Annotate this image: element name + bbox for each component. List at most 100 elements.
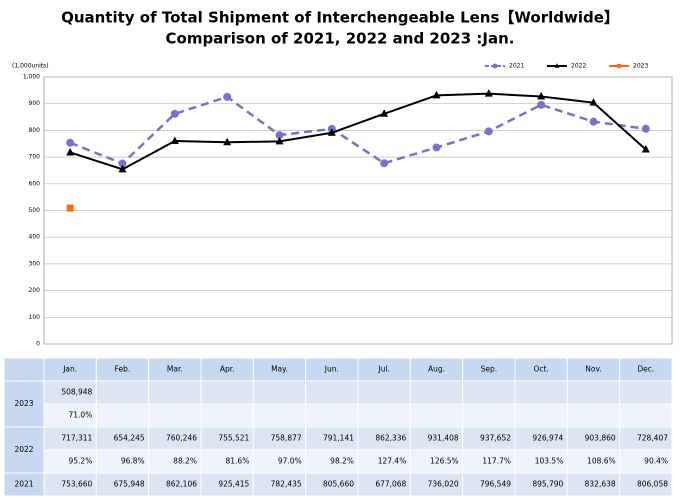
table-cell	[357, 380, 411, 405]
data-point	[327, 128, 336, 136]
legend-label: 2021	[509, 63, 524, 70]
cell-value: 108.6%	[587, 457, 616, 466]
table-cell	[252, 403, 307, 428]
y-tick-label: 200	[29, 287, 41, 294]
header-label: Nov.	[585, 365, 601, 374]
cell-value: 758,877	[271, 434, 302, 443]
year-label: 2022	[14, 445, 33, 454]
data-point	[641, 124, 650, 133]
legend-marker	[492, 63, 498, 69]
cell-value: 832,638	[585, 480, 616, 489]
data-point	[484, 89, 493, 97]
cell-value: 95.2%	[69, 457, 93, 466]
series-line	[69, 92, 647, 171]
y-tick-label: 900	[29, 100, 41, 107]
cell-value: 675,948	[114, 480, 145, 489]
table-cell	[462, 403, 516, 428]
series-line	[69, 95, 647, 165]
data-point	[589, 117, 598, 126]
header-label: Dec.	[637, 365, 654, 374]
legend-marker	[554, 63, 560, 68]
cell-value: 88.2%	[173, 457, 197, 466]
header-label: Jan.	[62, 365, 77, 374]
chart-title: Quantity of Total Shipment of Intercheng…	[61, 9, 619, 27]
data-point	[170, 109, 179, 118]
cell-value: 81.6%	[226, 457, 250, 466]
data-point	[432, 90, 441, 99]
table-cell	[514, 380, 568, 405]
cell-value: 90.4%	[644, 457, 668, 466]
y-tick-label: 500	[29, 207, 41, 214]
y-tick-label: 100	[29, 314, 41, 321]
cell-value: 931,408	[428, 434, 459, 443]
data-point	[275, 136, 284, 145]
chart-subtitle: Comparison of 2021, 2022 and 2023 :Jan.	[166, 30, 515, 48]
y-tick-label: 300	[29, 260, 41, 267]
cell-value: 728,407	[637, 434, 668, 443]
data-point	[66, 138, 75, 147]
cell-value: 717,311	[61, 434, 92, 443]
year-label: 2021	[14, 480, 33, 489]
table-cell	[409, 380, 464, 405]
cell-value: 736,020	[428, 480, 459, 489]
header-label: Apr.	[220, 365, 235, 374]
legend-label: 2023	[633, 63, 648, 70]
cell-value: 903,860	[585, 434, 616, 443]
y-tick-label: 600	[29, 180, 41, 187]
data-point	[537, 91, 546, 100]
cell-value: 677,068	[375, 480, 406, 489]
cell-value: 71.0%	[69, 411, 93, 420]
cell-value: 895,790	[532, 480, 563, 489]
data-point	[432, 143, 441, 152]
table-cell	[619, 472, 673, 497]
table-cell	[357, 403, 411, 428]
table-cell	[200, 380, 254, 405]
cell-value: 925,415	[218, 480, 249, 489]
table-cell	[409, 403, 464, 428]
y-tick-label: 1,000	[23, 74, 40, 81]
cell-value: 805,660	[323, 480, 354, 489]
cell-value: 654,245	[114, 434, 145, 443]
data-point	[484, 127, 493, 136]
table-cell	[95, 380, 150, 405]
cell-value: 796,549	[480, 480, 511, 489]
header-label: Aug.	[428, 365, 445, 374]
cell-value: 98.2%	[330, 457, 354, 466]
table-cell	[566, 380, 621, 405]
cell-value: 806,058	[637, 480, 668, 489]
data-point	[641, 145, 650, 153]
y-tick-label: 400	[29, 234, 41, 241]
table-cell	[514, 403, 568, 428]
cell-value: 862,336	[375, 434, 406, 443]
legend-label: 2022	[571, 63, 586, 70]
year-cell	[3, 380, 45, 428]
cell-value: 760,246	[166, 434, 197, 443]
data-point	[380, 159, 389, 168]
cell-value: 862,106	[166, 480, 197, 489]
table-cell	[619, 380, 673, 405]
cell-value: 791,141	[323, 434, 354, 443]
cell-value: 782,435	[271, 480, 302, 489]
header-label: Jul.	[377, 365, 389, 374]
cell-value: 937,652	[480, 434, 511, 443]
data-point	[589, 98, 598, 106]
header-label: Feb.	[115, 365, 131, 374]
cell-value: 117.7%	[482, 457, 511, 466]
table-cell	[200, 403, 254, 428]
cell-value: 127.4%	[378, 457, 407, 466]
y-unit: (1,000units)	[12, 63, 49, 70]
data-point	[66, 147, 75, 156]
data-point	[66, 204, 74, 212]
cell-value: 926,974	[532, 434, 563, 443]
legend-marker	[616, 63, 622, 69]
header-label: Oct.	[533, 365, 548, 374]
data-point	[170, 136, 179, 145]
table-cell	[148, 380, 202, 405]
data-point	[380, 109, 389, 117]
header-label: Jun.	[324, 365, 339, 374]
cell-value: 755,521	[218, 434, 249, 443]
data-point	[537, 100, 546, 109]
data-point	[118, 159, 127, 168]
table-cell	[252, 380, 307, 405]
